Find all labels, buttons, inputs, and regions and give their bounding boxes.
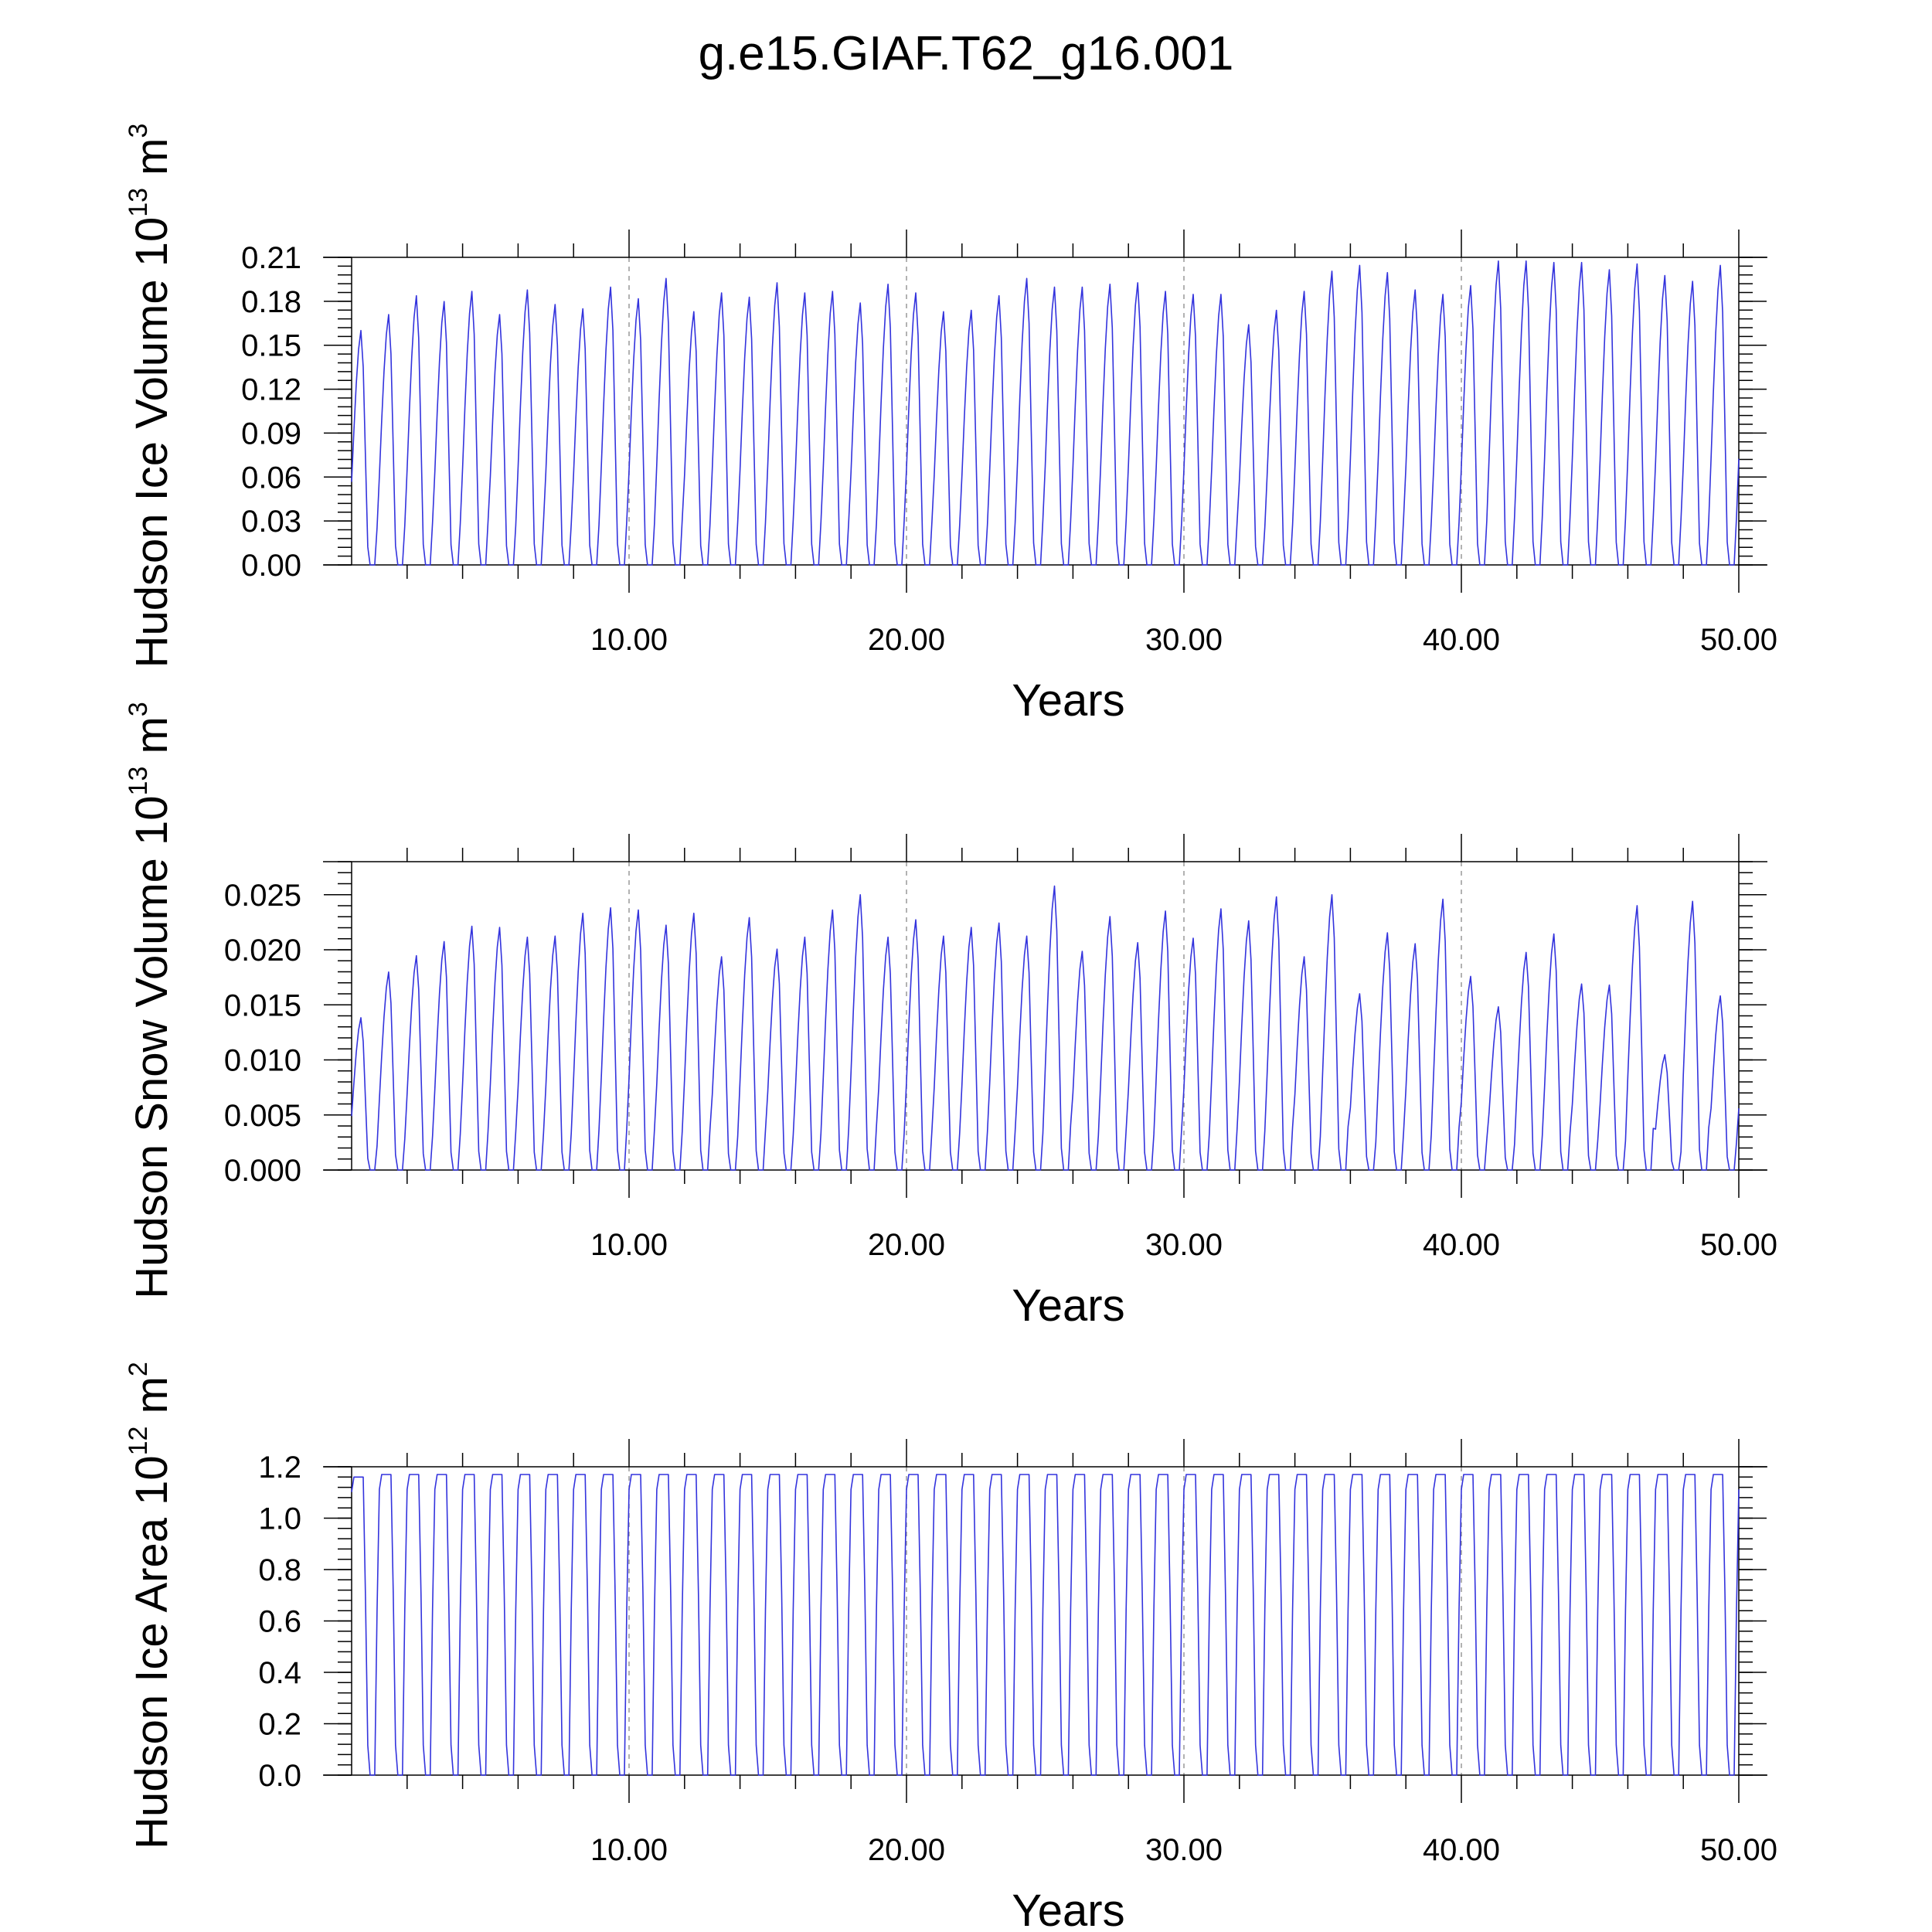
x-tick-label: 20.00 [868,1228,945,1262]
x-tick-label: 30.00 [1145,1228,1223,1262]
y-tick-label: 0.18 [241,285,301,319]
y-tick-label: 0.15 [241,329,301,363]
y-tick-label: 0.21 [241,241,301,275]
y-tick-label: 0.000 [224,1154,301,1188]
panel-snow-volume: 10.00 20.00 30.00 40.00 50.00 0.000 0.005 0.010… [124,702,1777,1331]
panel-ice-volume: 10.00 20.00 30.00 40.00 50.00 0.00 0.03 0.06 0.0… [124,124,1777,726]
x-tick-label: 30.00 [1145,623,1223,657]
x-tick-label: 50.00 [1700,1833,1777,1867]
series-line [351,1474,1740,1776]
y-tick-label: 0.020 [224,934,301,968]
series-line [351,885,1740,1171]
x-tick-label: 50.00 [1700,623,1777,657]
panel-ice-area: 10.00 20.00 30.00 40.00 50.00 0.0 0.2 0.4 0.6 0.8… [124,1362,1777,1932]
x-tick-label: 30.00 [1145,1833,1223,1867]
y-axis-title: Hudson Ice Area 1012 m2 [124,1362,177,1849]
y-tick-label: 0.015 [224,988,301,1022]
x-tick-label: 40.00 [1423,623,1500,657]
x-tick-label: 40.00 [1423,1228,1500,1262]
y-tick-label: 0.06 [241,461,301,495]
y-tick-label: 0.00 [241,549,301,583]
y-tick-label: 0.2 [258,1708,301,1742]
y-axis-title: Hudson Snow Volume 1013 m3 [124,702,177,1299]
x-tick-label: 40.00 [1423,1833,1500,1867]
y-tick-label: 0.6 [258,1605,301,1639]
x-tick-label: 20.00 [868,623,945,657]
y-tick-label: 1.2 [258,1451,301,1485]
x-tick-label: 50.00 [1700,1228,1777,1262]
y-tick-label: 0.005 [224,1099,301,1133]
y-tick-label: 0.010 [224,1044,301,1078]
y-tick-label: 0.8 [258,1553,301,1587]
x-axis-title: Years [1012,1281,1124,1331]
series-line [351,260,1740,566]
x-axis-title: Years [1012,675,1124,726]
x-axis-title: Years [1012,1886,1124,1932]
y-tick-label: 0.03 [241,505,301,539]
x-tick-label: 10.00 [590,1833,668,1867]
y-tick-label: 0.12 [241,373,301,407]
chart-title: g.e15.GIAF.T62_g16.001 [699,27,1234,80]
y-tick-label: 0.4 [258,1656,301,1690]
x-tick-label: 10.00 [590,1228,668,1262]
y-tick-label: 0.0 [258,1759,301,1793]
y-axis-title: Hudson Ice Volume 1013 m3 [124,124,177,668]
x-tick-label: 20.00 [868,1833,945,1867]
y-tick-label: 1.0 [258,1502,301,1536]
y-tick-label: 0.025 [224,879,301,913]
y-tick-label: 0.09 [241,417,301,451]
x-tick-label: 10.00 [590,623,668,657]
